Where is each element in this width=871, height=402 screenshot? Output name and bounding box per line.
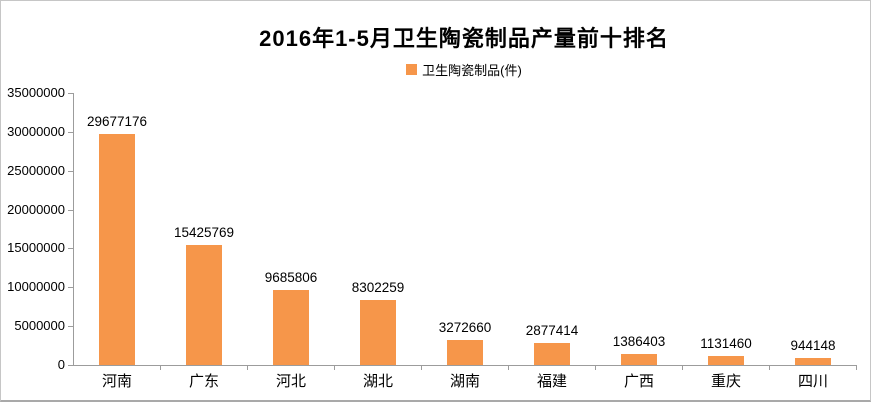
bar-福建 — [534, 343, 570, 365]
bar-河南 — [99, 134, 135, 365]
y-axis-tick — [68, 326, 73, 327]
bar-湖南 — [447, 340, 483, 365]
bar-河北 — [273, 290, 309, 365]
y-tick-label: 15000000 — [7, 240, 65, 255]
x-axis-tick — [160, 366, 161, 370]
chart-title: 2016年1-5月卫生陶瓷制品产量前十排名 — [259, 26, 669, 51]
x-axis-tick — [682, 366, 683, 370]
bar-重庆 — [708, 356, 744, 365]
legend-label: 卫生陶瓷制品(件) — [422, 62, 522, 78]
legend: 卫生陶瓷制品(件) — [74, 61, 854, 78]
y-axis-tick — [68, 210, 73, 211]
bar-湖北 — [360, 300, 396, 365]
y-axis-tick — [68, 132, 73, 133]
value-label: 2877414 — [525, 323, 579, 338]
value-label: 15425769 — [173, 225, 235, 240]
value-label: 944148 — [790, 338, 836, 353]
x-axis-tick — [508, 366, 509, 370]
value-label: 29677176 — [86, 114, 148, 129]
bar-广西 — [621, 354, 657, 365]
y-tick-label: 10000000 — [7, 279, 65, 294]
x-axis-tick — [421, 366, 422, 370]
x-tick-label: 广东 — [188, 373, 219, 390]
x-axis-line — [73, 365, 857, 366]
y-tick-label: 0 — [57, 357, 65, 372]
y-tick-label: 5000000 — [14, 318, 65, 333]
legend-swatch-icon — [406, 63, 418, 75]
value-label: 9685806 — [264, 270, 318, 285]
y-axis-tick — [68, 365, 73, 366]
value-label: 8302259 — [351, 280, 405, 295]
x-axis-tick — [769, 366, 770, 370]
x-axis-tick — [595, 366, 596, 370]
value-label: 1131460 — [700, 336, 752, 351]
x-axis-tick — [856, 366, 857, 370]
x-tick-label: 河南 — [101, 373, 132, 390]
y-tick-label: 20000000 — [7, 202, 65, 217]
bar-广东 — [186, 245, 222, 365]
x-tick-label: 广西 — [623, 373, 654, 390]
y-tick-label: 25000000 — [7, 163, 65, 178]
y-axis-tick — [68, 248, 73, 249]
bar-四川 — [795, 358, 831, 365]
x-axis-tick — [247, 366, 248, 370]
x-tick-label: 四川 — [797, 373, 828, 390]
x-axis-tick — [334, 366, 335, 370]
x-tick-label: 河北 — [275, 373, 306, 390]
y-tick-label: 30000000 — [7, 124, 65, 139]
value-label: 1386403 — [612, 334, 666, 349]
value-label: 3272660 — [438, 320, 492, 335]
y-axis-tick — [68, 93, 73, 94]
x-tick-label: 重庆 — [710, 373, 741, 390]
y-axis-tick — [68, 287, 73, 288]
y-axis-tick — [68, 171, 73, 172]
x-tick-label: 福建 — [536, 373, 567, 390]
x-tick-label: 湖北 — [362, 373, 393, 390]
x-tick-label: 湖南 — [449, 373, 480, 390]
y-axis-line — [73, 93, 74, 366]
y-tick-label: 35000000 — [7, 85, 65, 100]
